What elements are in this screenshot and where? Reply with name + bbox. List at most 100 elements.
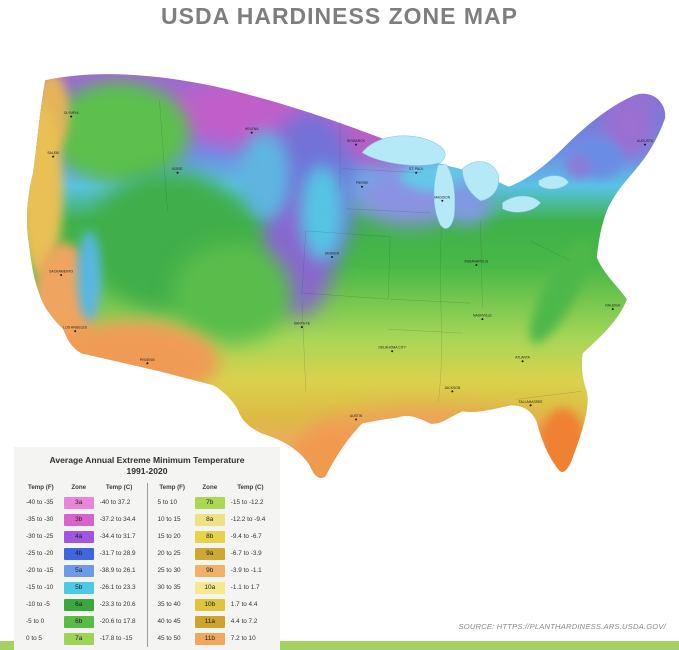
temp-c-value: -37.2 to 34.4 [99,516,136,524]
city-dot [643,143,646,146]
temp-f-value: 45 to 50 [157,635,181,643]
legend-table-right: Temp (F) Zone Temp (C) 5 to 10 7b -15 to -… [151,483,276,647]
zone-cell: 11b [194,630,226,647]
city-dot [475,263,478,266]
city-dot [529,404,532,407]
city-dot [361,185,364,188]
lake-erie [502,195,541,213]
city-dot [355,143,358,146]
great-lakes [361,135,569,229]
city-label: ST. PAUL [409,167,424,171]
city-label: LOS ANGELES [63,326,87,330]
city-label: MADISON [434,195,450,199]
source-text: SOURCE: HTTPS://PLANTHARDINESS.ARS.USDA.… [458,622,666,631]
city-label: OLYMPIA [64,111,80,115]
usa-hardiness-map: OLYMPIA SALEM BOISE HELENA BISMARCK PIERRE ST.… [9,60,671,487]
zone-chip: 5b [63,581,94,594]
legend-row: -40 to -35 3a -40 to 37.2 [19,494,144,511]
zone-cell: 8a [194,511,226,528]
city-dot [52,155,55,158]
city-label: PHOENIX [140,358,156,362]
temp-c-value: -26.1 to 23.3 [99,584,136,592]
legend-title: Average Annual Extreme Minimum Temperatu… [19,455,275,477]
city-dot [415,171,418,174]
lake-ontario [538,175,569,190]
temp-f-value: -35 to -30 [26,516,54,524]
city-dot [330,255,333,258]
city-dot [611,308,614,311]
usa-map-svg: OLYMPIA SALEM BOISE HELENA BISMARCK PIERRE ST.… [26,74,666,479]
zone-cell: 10a [194,579,226,596]
temp-f-value: 40 to 45 [157,618,181,626]
zone-chip: 6b [63,615,94,628]
col-zone: Zone [202,484,218,492]
city-label: AUGUSTA [637,139,654,143]
zone-cell: 5b [63,579,95,596]
city-label: PIERRE [356,181,369,185]
legend-row: 40 to 45 11a 4.4 to 7.2 [151,613,276,630]
legend-divider [146,483,148,648]
zone-cell: 7a [63,630,95,647]
zone-cell: 10b [194,596,226,613]
zone-cell: 11a [194,613,226,630]
temp-f-value: 10 to 15 [157,516,181,524]
zone-chip: 3a [63,496,94,509]
legend-row: 10 to 15 8a -12.2 to -9.4 [151,511,276,528]
legend-table-left: Temp (F) Zone Temp (C) -40 to -35 3a -40 t… [19,483,144,647]
lake-superior [361,135,446,166]
legend-row: 0 to 5 7a -17.8 to -15 [19,630,144,647]
zone-chip: 4b [63,547,94,560]
zone-chip: 4a [63,530,94,543]
col-temp-c: Temp (C) [105,484,133,492]
city-label: OKLAHOMA CITY [378,346,407,350]
zone-cell: 4a [63,528,95,545]
city-dot [146,362,149,365]
zone-cell: 8b [194,528,226,545]
city-label: JACKSON [444,386,461,390]
city-label: NASHVILLE [473,314,492,318]
zone-cell: 3a [63,494,95,511]
temp-c-value: 1.7 to 4.4 [230,601,258,609]
col-temp-f: Temp (F) [159,484,185,492]
temp-c-value: -17.8 to -15 [99,635,133,643]
zone-chip: 9b [194,564,225,577]
zone-cell: 5a [63,562,95,579]
temp-c-value: -38.9 to 26.1 [99,567,136,575]
legend-row: -5 to 0 6b -20.6 to 17.8 [19,613,144,630]
temp-f-value: 5 to 10 [157,499,178,507]
legend-row: 5 to 10 7b -15 to -12.2 [151,494,276,511]
legend-row: 15 to 20 8b -9.4 to -6.7 [151,528,276,545]
footer-bar [0,641,679,650]
temp-f-value: -30 to -25 [26,533,54,541]
city-label: INDIANAPOLIS [464,259,489,263]
legend-row: -15 to -10 5b -26.1 to 23.3 [19,579,144,596]
legend-box: Average Annual Extreme Minimum Temperatu… [14,447,280,650]
temp-c-value: -12.2 to -9.4 [230,516,266,524]
col-temp-c: Temp (C) [237,484,264,492]
zone-chip: 7b [194,496,225,509]
col-temp-f: Temp (F) [28,484,54,492]
zone-cell: 3b [63,511,95,528]
temp-f-value: -10 to -5 [26,601,50,609]
zone-cell: 6a [63,596,95,613]
zone-chip: 9a [194,547,225,560]
legend-row: 20 to 25 9a -6.7 to -3.9 [151,545,276,562]
temp-c-value: -34.4 to 31.7 [99,533,136,541]
legend-row: 45 to 50 11b 7.2 to 10 [151,630,276,647]
temp-c-value: -3.9 to -1.1 [230,567,262,575]
temp-f-value: -20 to -15 [26,567,54,575]
zone-chip: 5a [63,564,94,577]
zone-chip: 8a [194,513,225,526]
temp-f-value: 35 to 40 [157,601,181,609]
zone-cell: 6b [63,613,95,630]
temp-f-value: 15 to 20 [157,533,181,541]
city-label: HELENA [245,127,259,131]
temp-f-value: -15 to -10 [26,584,54,592]
zone-chip: 7a [63,632,94,645]
temp-c-value: -15 to -12.2 [230,499,264,507]
legend-row: 25 to 30 9b -3.9 to -1.1 [151,562,276,579]
city-label: DENVER [325,251,340,255]
col-zone: Zone [71,484,87,492]
city-dot [176,171,179,174]
legend-row: -10 to -5 6a -23.3 to 20.6 [19,596,144,613]
